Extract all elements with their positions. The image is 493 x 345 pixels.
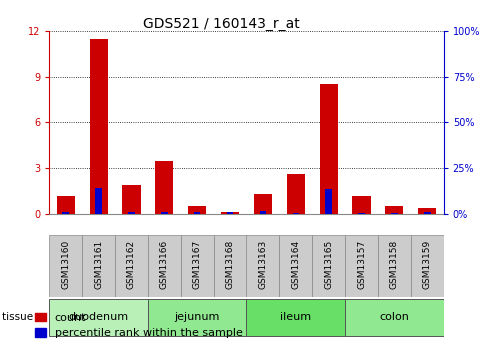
Bar (115, 235, 148, 297)
Text: GSM13159: GSM13159 (423, 239, 432, 289)
Bar (227, 213, 233, 214)
Bar (246, 299, 345, 336)
Bar (292, 213, 299, 214)
Bar (122, 185, 141, 214)
Bar (161, 213, 168, 214)
Bar (49, 299, 148, 336)
Legend: count, percentile rank within the sample: count, percentile rank within the sample (30, 308, 247, 343)
Bar (280, 235, 312, 297)
Bar (345, 235, 378, 297)
Bar (90, 39, 107, 214)
Text: jejunum: jejunum (175, 313, 220, 322)
Text: GSM13166: GSM13166 (160, 239, 169, 289)
Bar (418, 208, 436, 214)
Bar (246, 235, 280, 297)
Bar (260, 211, 266, 214)
Text: colon: colon (380, 313, 409, 322)
Text: GSM13157: GSM13157 (357, 239, 366, 289)
Text: GSM13164: GSM13164 (291, 239, 300, 289)
Bar (378, 235, 411, 297)
Bar (95, 188, 102, 214)
Bar (148, 235, 181, 297)
Text: GSM13160: GSM13160 (61, 239, 70, 289)
Text: GSM13162: GSM13162 (127, 239, 136, 289)
Text: ileum: ileum (280, 313, 312, 322)
Bar (319, 85, 338, 214)
Bar (213, 235, 246, 297)
Bar (63, 212, 69, 214)
Bar (188, 206, 206, 214)
Bar (148, 299, 246, 336)
Bar (424, 213, 430, 214)
Text: GSM13165: GSM13165 (324, 239, 333, 289)
Text: tissue ►: tissue ► (2, 313, 44, 322)
Bar (221, 212, 239, 214)
Bar (49, 235, 82, 297)
Bar (82, 235, 115, 297)
Bar (358, 213, 365, 214)
Bar (181, 235, 213, 297)
Bar (194, 212, 201, 214)
Bar (325, 189, 332, 214)
Text: GSM13168: GSM13168 (226, 239, 235, 289)
Bar (155, 160, 174, 214)
Text: GSM13158: GSM13158 (390, 239, 399, 289)
Bar (128, 212, 135, 214)
Bar (411, 235, 444, 297)
Bar (386, 206, 403, 214)
Bar (345, 299, 444, 336)
Text: duodenum: duodenum (69, 313, 129, 322)
Bar (287, 174, 305, 214)
Text: GDS521 / 160143_r_at: GDS521 / 160143_r_at (143, 17, 300, 31)
Bar (254, 194, 272, 214)
Bar (352, 196, 371, 214)
Bar (57, 196, 75, 214)
Text: GSM13163: GSM13163 (258, 239, 267, 289)
Text: GSM13161: GSM13161 (94, 239, 103, 289)
Text: GSM13167: GSM13167 (193, 239, 202, 289)
Bar (312, 235, 345, 297)
Bar (391, 213, 398, 214)
